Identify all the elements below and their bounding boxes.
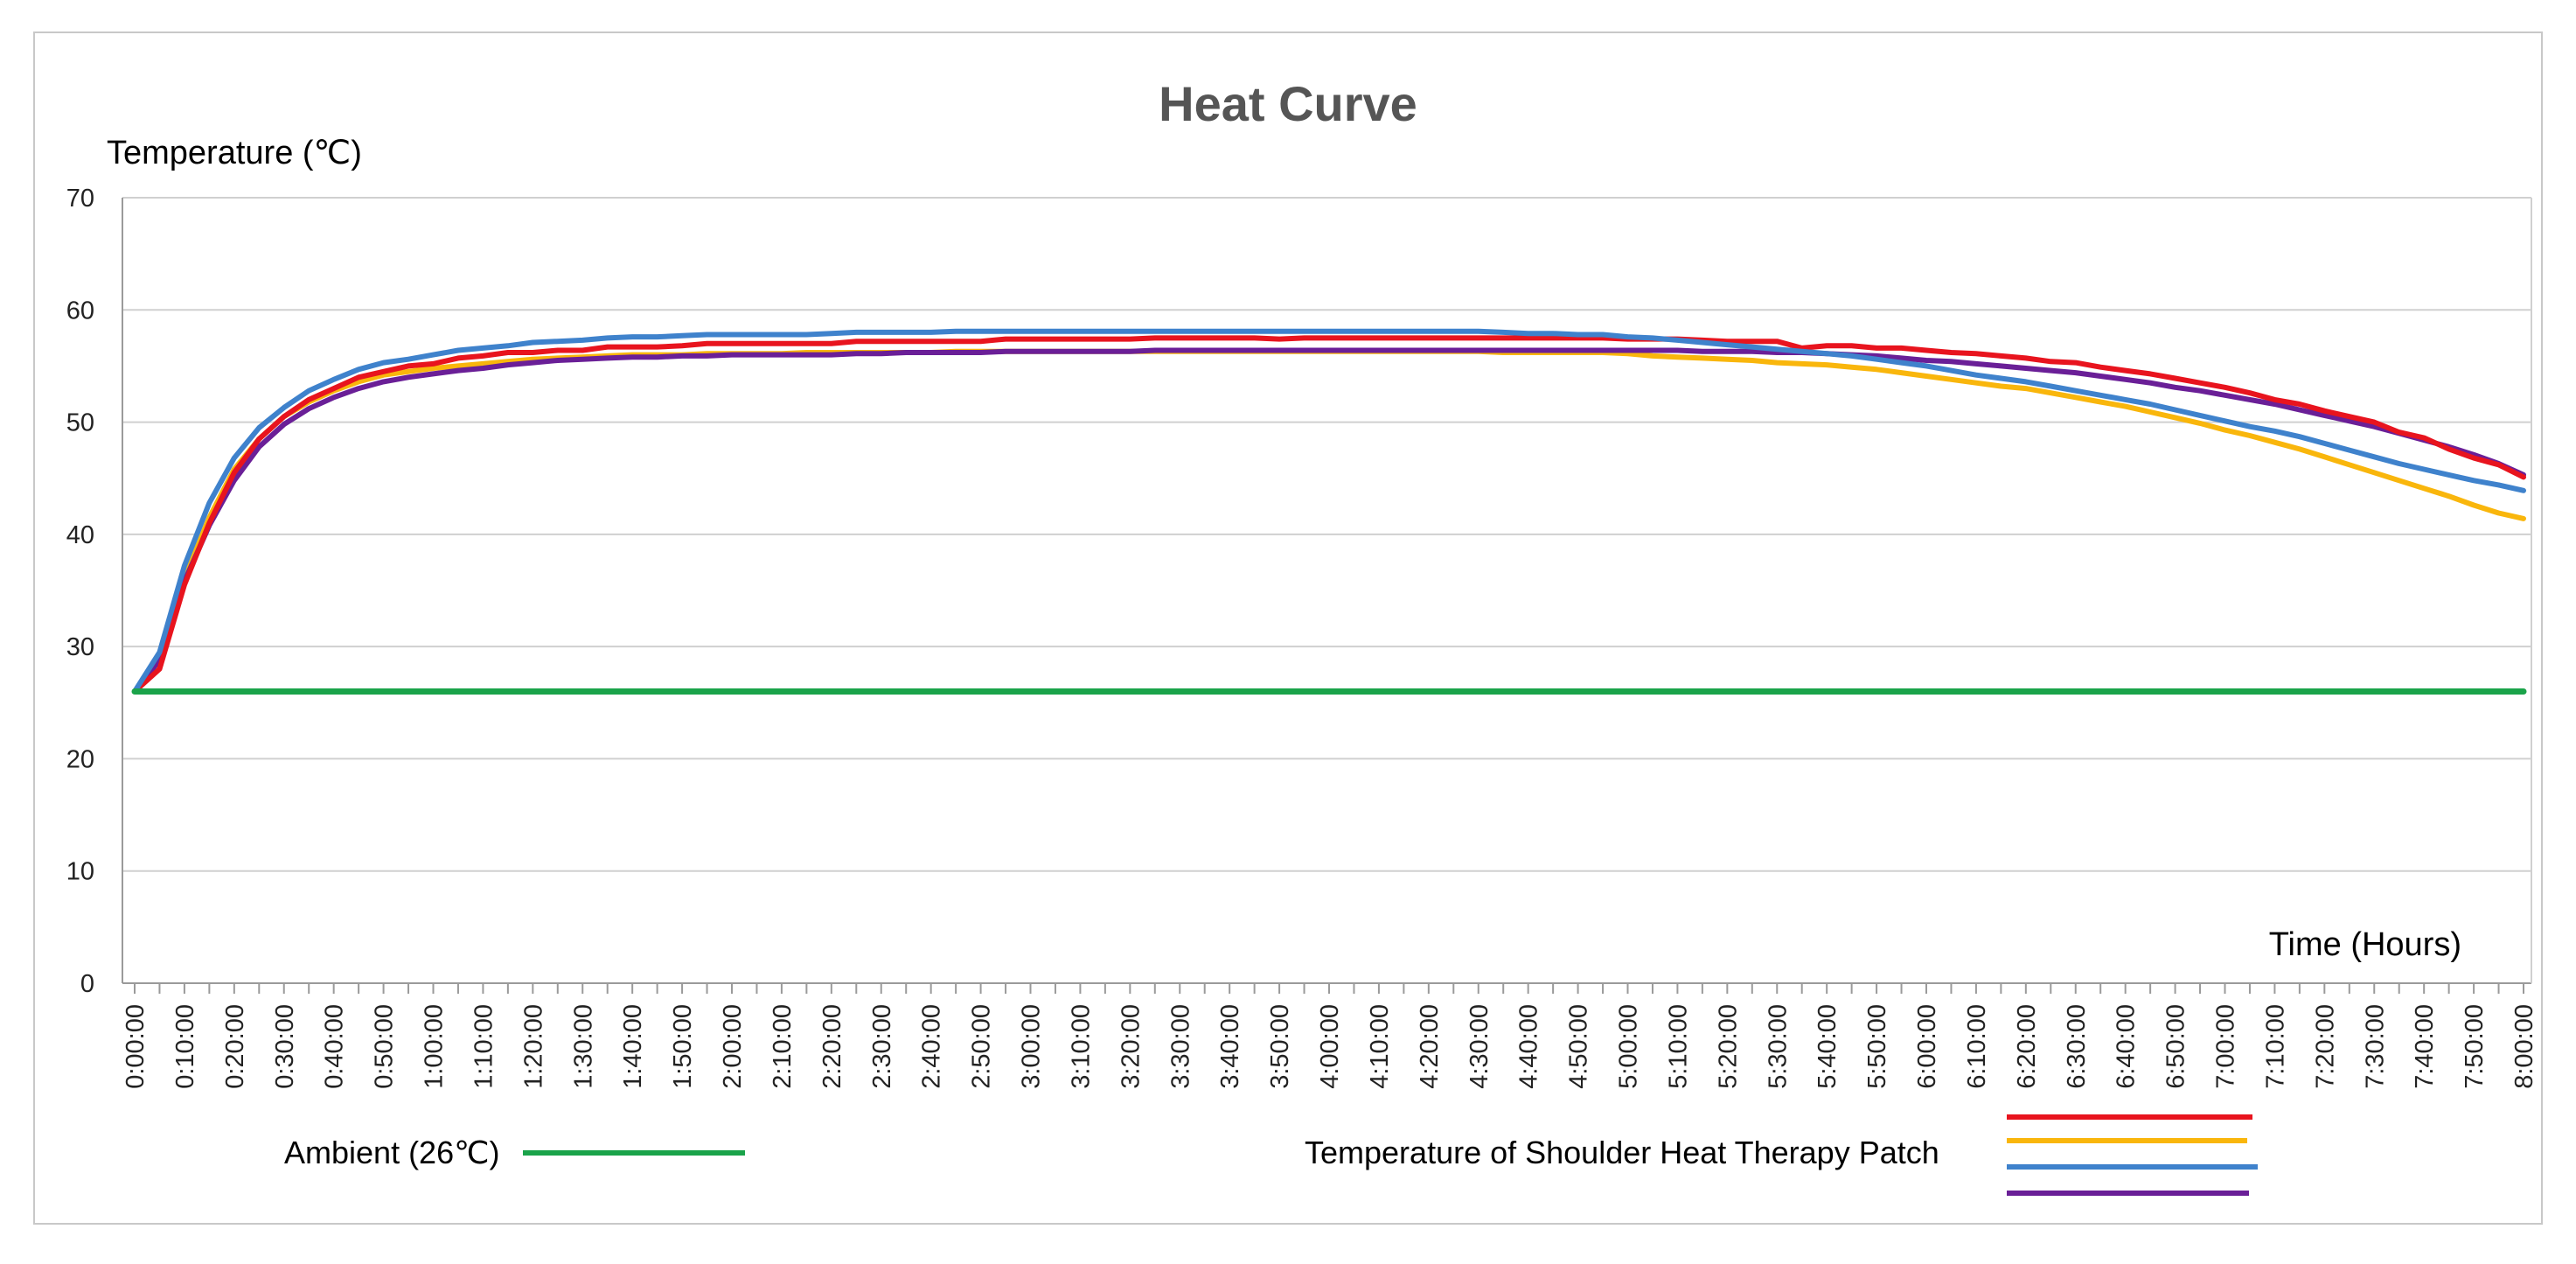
x-tick-label: 3:00:00 <box>1018 1004 1046 1089</box>
legend-patch-label: Temperature of Shoulder Heat Therapy Pat… <box>1305 1135 1939 1170</box>
x-tick-label: 5:50:00 <box>1863 1004 1891 1089</box>
x-tick-label: 3:50:00 <box>1266 1004 1294 1089</box>
x-tick-label: 2:10:00 <box>769 1004 797 1089</box>
x-tick-label: 6:50:00 <box>2162 1004 2190 1089</box>
y-tick-label: 10 <box>66 858 94 886</box>
x-tick-label: 1:50:00 <box>669 1004 697 1089</box>
y-tick-label: 60 <box>66 297 94 325</box>
x-tick-label: 6:30:00 <box>2063 1004 2091 1089</box>
x-tick-label: 7:40:00 <box>2411 1004 2439 1089</box>
legend: Ambient (26℃) Temperature of Shoulder He… <box>284 1114 2258 1196</box>
y-tick-label: 70 <box>66 185 94 213</box>
y-tick-label: 0 <box>80 970 94 998</box>
x-tick-label: 5:20:00 <box>1714 1004 1742 1089</box>
x-tick-label: 6:00:00 <box>1913 1004 1941 1089</box>
x-tick-label: 5:00:00 <box>1615 1004 1643 1089</box>
x-tick-label: 6:10:00 <box>1963 1004 1991 1089</box>
x-tick-label: 0:30:00 <box>271 1004 299 1089</box>
x-axis-title: Time (Hours) <box>2269 926 2461 963</box>
y-tick-labels: 0 10 20 30 40 50 60 70 <box>66 185 94 998</box>
x-tick-label: 4:50:00 <box>1565 1004 1593 1089</box>
y-tick-label: 50 <box>66 409 94 437</box>
y-axis-title: Temperature (℃) <box>107 135 362 171</box>
x-tick-label: 2:20:00 <box>818 1004 846 1089</box>
x-tick-label: 4:00:00 <box>1316 1004 1344 1089</box>
x-tick-label: 4:10:00 <box>1366 1004 1394 1089</box>
x-tick-label: 2:00:00 <box>719 1004 747 1089</box>
x-tick-label: 4:30:00 <box>1466 1004 1493 1089</box>
chart-frame <box>33 31 2543 1225</box>
x-tick-label: 7:50:00 <box>2461 1004 2489 1089</box>
patch-line-yellow <box>132 348 2526 695</box>
series-lines <box>131 328 2527 695</box>
x-tick-label: 4:20:00 <box>1416 1004 1444 1089</box>
x-tick-label: 2:30:00 <box>868 1004 896 1089</box>
chart-title: Heat Curve <box>1159 76 1417 131</box>
x-tick-label: 0:50:00 <box>371 1004 399 1089</box>
patch-line-purple <box>132 347 2526 695</box>
x-tick-label: 0:10:00 <box>171 1004 199 1089</box>
x-tick-label: 5:30:00 <box>1764 1004 1792 1089</box>
y-tick-label: 40 <box>66 521 94 549</box>
x-tick-label: 7:10:00 <box>2261 1004 2289 1089</box>
x-tick-label: 6:40:00 <box>2113 1004 2141 1089</box>
x-tick-label: 0:20:00 <box>221 1004 249 1089</box>
x-tick-label: 1:10:00 <box>470 1004 498 1089</box>
x-tick-label: 7:30:00 <box>2361 1004 2389 1089</box>
x-tick-label: 3:20:00 <box>1117 1004 1145 1089</box>
x-tick-label: 4:40:00 <box>1515 1004 1543 1089</box>
x-tick-label: 8:00:00 <box>2510 1004 2538 1089</box>
x-tick-label: 1:30:00 <box>569 1004 597 1089</box>
x-tick-label: 2:40:00 <box>918 1004 946 1089</box>
x-tick-label: 3:40:00 <box>1216 1004 1244 1089</box>
x-tick-label: 3:10:00 <box>1067 1004 1095 1089</box>
legend-ambient-label: Ambient (26℃) <box>284 1135 500 1170</box>
x-tick-label: 1:40:00 <box>619 1004 647 1089</box>
y-tick-label: 30 <box>66 633 94 661</box>
gridlines <box>122 197 2532 984</box>
x-tick-label: 7:00:00 <box>2212 1004 2240 1089</box>
x-tick-label: 6:20:00 <box>2013 1004 2041 1089</box>
x-tick-label: 5:10:00 <box>1664 1004 1692 1089</box>
x-tick-label: 1:00:00 <box>421 1004 449 1089</box>
x-tick-label: 7:20:00 <box>2311 1004 2339 1089</box>
x-tick-label: 2:50:00 <box>968 1004 996 1089</box>
patch-line-blue <box>132 328 2526 695</box>
x-tick-label: 0:00:00 <box>122 1004 150 1089</box>
x-tick-label: 3:30:00 <box>1166 1004 1194 1089</box>
x-axis: 0:00:00 0:10:00 0:20:00 0:30:00 0:40:00 0:50:… <box>122 983 2538 1089</box>
x-tick-label: 5:40:00 <box>1814 1004 1841 1089</box>
y-tick-label: 20 <box>66 745 94 773</box>
x-tick-label: 0:40:00 <box>321 1004 349 1089</box>
x-tick-label: 1:20:00 <box>519 1004 547 1089</box>
patch-line-red <box>132 335 2526 695</box>
